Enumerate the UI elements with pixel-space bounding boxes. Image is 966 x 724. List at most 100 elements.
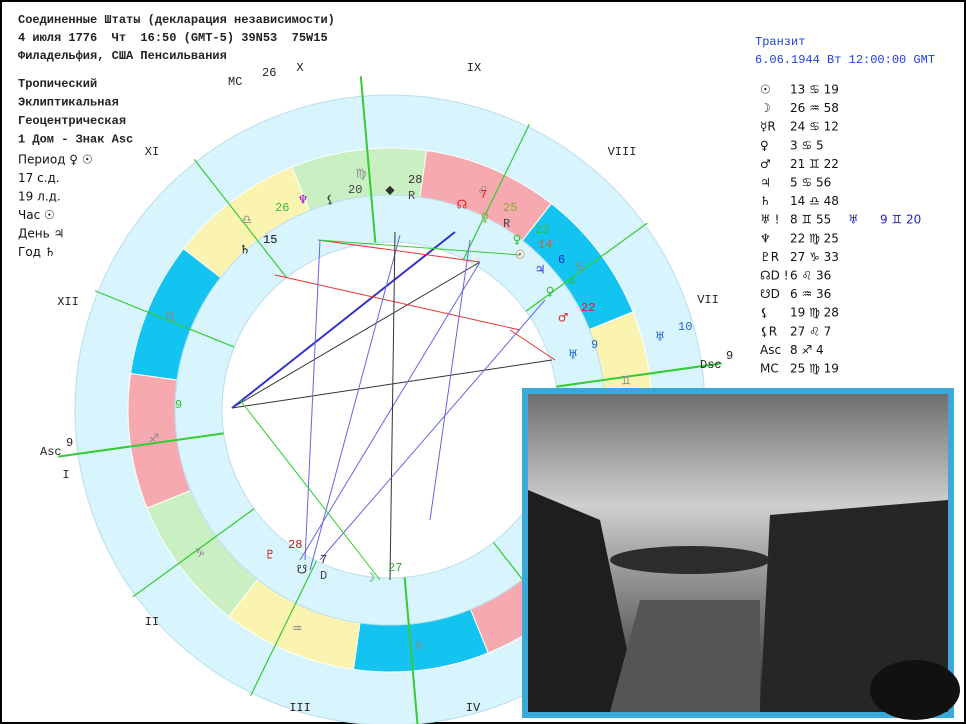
transit-date: 6.06.1944 Вт 12:00:00 GMT bbox=[755, 53, 935, 67]
axis-label: Asc bbox=[40, 445, 62, 459]
position-value: 21 ♊ 22 bbox=[790, 157, 839, 171]
position-glyph: ☋D bbox=[760, 287, 780, 301]
house-numeral: VII bbox=[697, 293, 719, 307]
planet-glyph: ♆ bbox=[298, 193, 309, 207]
aspect-line bbox=[319, 299, 546, 561]
house-numeral: II bbox=[145, 615, 159, 629]
aspect-line bbox=[239, 399, 381, 581]
planet-degree: 15 bbox=[263, 233, 277, 247]
position-glyph: MC bbox=[760, 362, 779, 376]
position-value: 24 ♋ 12 bbox=[790, 120, 839, 134]
house-numeral: X bbox=[296, 61, 303, 75]
photo-deck bbox=[610, 600, 760, 712]
position-glyph: ♇R bbox=[760, 250, 779, 264]
house-numeral: XI bbox=[145, 145, 159, 159]
aspect-line bbox=[231, 261, 481, 409]
planet-degree: 23 bbox=[535, 223, 549, 237]
position-glyph: Asc bbox=[760, 343, 781, 357]
sign-glyph: ♎ bbox=[241, 212, 252, 226]
photo-soldiers bbox=[610, 546, 770, 574]
photo-helmet bbox=[870, 660, 960, 720]
planet-note: R bbox=[408, 189, 415, 203]
position-glyph: ☿R bbox=[760, 120, 776, 134]
sign-glyph: ♏ bbox=[166, 310, 177, 324]
aspect-line bbox=[309, 234, 401, 571]
period-line: 17 с.д. bbox=[18, 171, 60, 185]
position-glyph: ♀ bbox=[760, 138, 769, 152]
period-line: Год ♄ bbox=[18, 245, 56, 259]
house-cusp bbox=[556, 362, 722, 388]
sign-glyph: ♍ bbox=[356, 166, 367, 180]
planet-glyph: ☽ bbox=[365, 571, 376, 585]
planet-degree: 28 bbox=[408, 173, 422, 187]
planet-degree: 9 bbox=[591, 338, 598, 352]
house-cusp bbox=[193, 159, 288, 278]
position-value: 26 ♒ 58 bbox=[790, 101, 839, 115]
position-value: 5 ♋ 56 bbox=[790, 176, 831, 190]
house-numeral: IX bbox=[467, 61, 481, 75]
position-value: 8 ♐ 4 bbox=[790, 343, 824, 357]
axis-label: Dsc bbox=[700, 358, 722, 372]
aspect-line bbox=[274, 274, 521, 331]
axis-degree: 26 bbox=[262, 66, 276, 80]
transit-glyph: ♅ bbox=[848, 213, 859, 227]
setting: 1 Дом - Знак Asc bbox=[18, 133, 133, 147]
planet-degree: 4 bbox=[568, 275, 575, 289]
planet-glyph: ♅ bbox=[655, 330, 666, 344]
planet-degree: 26 bbox=[275, 201, 289, 215]
aspect-line bbox=[317, 239, 481, 263]
house-cusp bbox=[463, 123, 530, 260]
position-glyph: ☽ bbox=[760, 101, 771, 115]
planet-glyph: ♇ bbox=[265, 548, 276, 562]
planet-degree: 25 bbox=[503, 201, 517, 215]
house-numeral: IV bbox=[466, 701, 481, 715]
house-numeral: I bbox=[62, 468, 69, 482]
photo bbox=[522, 388, 960, 720]
inner-circle bbox=[221, 241, 559, 579]
position-value: 22 ♍ 25 bbox=[790, 231, 839, 245]
position-value: 14 ♎ 48 bbox=[790, 194, 839, 208]
transit-value: 9 ♊ 20 bbox=[880, 213, 921, 227]
date-line: 4 июля 1776 Чт 16:50 (GMT-5) 39N53 75W15 bbox=[18, 31, 328, 45]
planet-glyph: ♀ bbox=[513, 233, 522, 247]
position-glyph: ⚸ bbox=[760, 306, 769, 320]
position-glyph: ☊D ! bbox=[760, 269, 789, 283]
period-line: Час ☉ bbox=[18, 208, 55, 222]
house-cusp bbox=[525, 222, 648, 312]
planet-degree: 6 bbox=[558, 253, 565, 267]
position-glyph: ♆ bbox=[760, 231, 771, 245]
period-line: День ♃ bbox=[18, 227, 64, 241]
aspect-line bbox=[304, 239, 321, 561]
planet-glyph: ♀ bbox=[481, 211, 490, 225]
position-value: 27 ♌ 7 bbox=[790, 324, 831, 338]
position-glyph: ♃ bbox=[760, 176, 771, 190]
aspect-line bbox=[231, 359, 553, 409]
position-glyph: ♄ bbox=[760, 194, 771, 208]
planet-degree: 14 bbox=[538, 238, 552, 252]
sign-glyph: ♓ bbox=[414, 639, 425, 653]
planet-glyph: ◆ bbox=[385, 183, 395, 197]
planet-glyph: ♂ bbox=[558, 311, 569, 325]
house-cusp bbox=[403, 577, 419, 724]
house-cusp bbox=[58, 432, 224, 458]
position-value: 8 ♊ 55 bbox=[790, 213, 831, 227]
position-value: 27 ♑ 33 bbox=[790, 250, 839, 264]
planet-glyph: ♃ bbox=[535, 263, 546, 277]
sign-glyph: ♑ bbox=[195, 546, 206, 560]
title: Соединенные Штаты (декларация независимо… bbox=[18, 13, 335, 27]
aspect-line bbox=[231, 231, 456, 409]
planet-degree: 22 bbox=[581, 301, 595, 315]
house-cusp bbox=[359, 76, 377, 243]
sign-glyph: ♌ bbox=[478, 183, 489, 197]
house-cusp bbox=[94, 290, 235, 348]
house-numeral: VIII bbox=[608, 145, 637, 159]
aspect-line bbox=[299, 261, 481, 561]
position-value: 25 ♍ 19 bbox=[790, 362, 839, 376]
sign-glyph: ♒ bbox=[292, 622, 303, 636]
axis-degree: 9 bbox=[726, 349, 733, 363]
position-glyph: ♂ bbox=[760, 157, 771, 171]
photo-ramp-right bbox=[760, 500, 948, 712]
place: Филадельфия, США Пенсильвания bbox=[18, 49, 227, 63]
house-numeral: XII bbox=[57, 295, 79, 309]
house-numeral: III bbox=[289, 701, 311, 715]
